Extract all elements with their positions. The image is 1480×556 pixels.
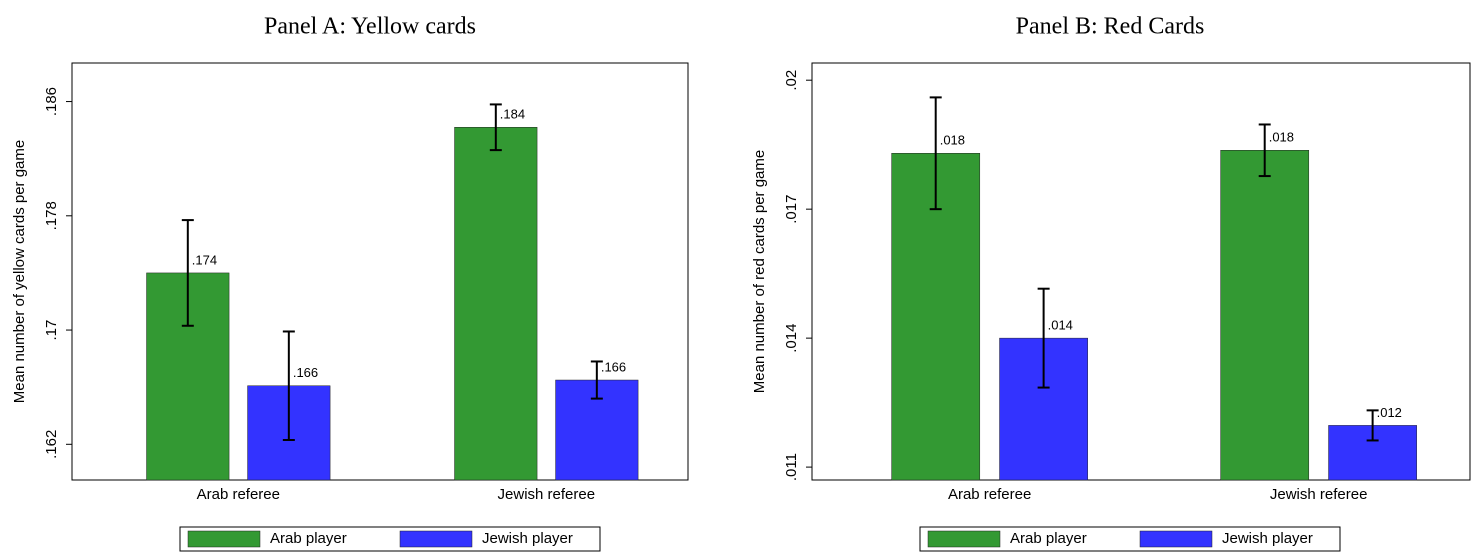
x-tick-label: Jewish referee [1270,486,1368,503]
bar [1220,150,1310,481]
value-label: .184 [500,107,525,122]
legend-swatch [1139,530,1213,548]
y-axis-label: Mean number of yellow cards per game [11,140,28,403]
x-tick-label: Arab referee [948,486,1031,503]
chart-title: Panel A: Yellow cards [264,14,476,40]
y-axis-label: Mean number of red cards per game [751,150,768,393]
legend-label: Arab player [270,530,347,547]
y-tick-label: .014 [783,324,800,353]
y-tick-label: .186 [43,87,60,116]
y-tick-label: .017 [783,195,800,224]
value-label: .018 [940,133,965,148]
x-tick-label: Jewish referee [498,486,596,503]
legend-label: Jewish player [1222,530,1313,547]
y-tick-label: .162 [43,430,60,459]
legend-swatch [399,530,473,548]
legend-label: Jewish player [482,530,573,547]
legend-swatch [927,530,1001,548]
plot-frame [811,62,1471,481]
bar [454,127,538,481]
value-label: .174 [192,252,217,267]
value-label: .166 [601,359,626,374]
value-label: .018 [1269,130,1294,145]
legend-swatch [187,530,261,548]
value-label: .012 [1377,405,1402,420]
y-tick-label: .011 [783,453,800,481]
x-tick-label: Arab referee [197,486,280,503]
value-label: .166 [293,365,318,380]
y-tick-label: .02 [783,70,800,91]
y-tick-label: .17 [43,320,60,341]
plot-frame [71,62,689,481]
chart-title: Panel B: Red Cards [1016,14,1205,40]
y-tick-label: .178 [43,201,60,230]
value-label: .014 [1048,318,1073,333]
legend-label: Arab player [1010,530,1087,547]
